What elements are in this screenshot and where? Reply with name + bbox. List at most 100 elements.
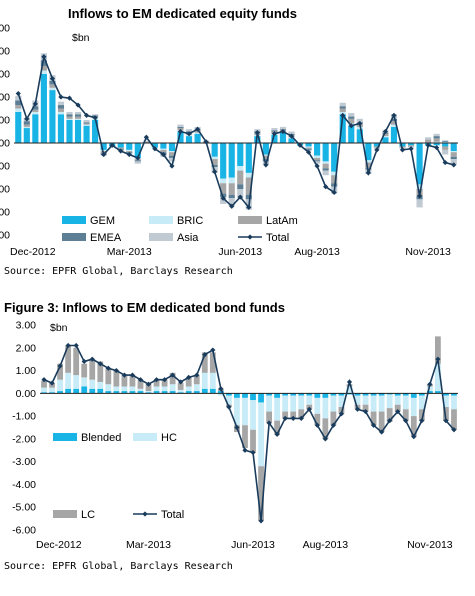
bar-segment-blended [177,392,184,394]
bar-segment-asia [134,161,141,164]
bar-segment-hc [121,386,128,392]
bar-segment-hc [49,387,55,393]
bar-segment-hc [338,395,345,407]
bar-segment-emea [433,136,440,139]
bar-segment-hc [354,395,361,405]
bar-segment-asia [339,102,346,107]
bar-segment-latam [74,116,82,119]
bar-segment-hc [266,395,272,412]
bar-segment-bric [23,126,30,129]
bar-segment-latam [66,116,73,119]
bar-segment-gem [416,143,423,185]
bar-segment-bric [57,111,65,115]
total-marker [346,379,353,385]
bar-segment-blended [129,391,136,394]
y-tick-label: 0.00 [16,388,37,400]
bar-segment-blended [185,391,192,394]
bar-segment-lc [386,408,393,422]
bar-segment-asia [442,149,449,155]
bar-segment-asia [356,118,363,123]
total-marker [391,112,397,118]
bar-segment-bric [32,111,39,115]
y-tick-label: 4.00 [0,92,10,104]
bar-segment-emea [314,160,321,162]
total-marker [254,130,260,136]
bar-segment-latam [262,155,269,160]
bar-segment-bric [382,136,389,138]
total-marker [306,406,312,412]
total-marker [425,142,431,148]
bar-segment-emea [339,106,346,109]
bar-segment-lc [57,363,63,380]
total-marker [105,365,111,371]
bar-segment-gem [322,143,329,162]
bar-segment-blended [386,393,393,395]
bar-segment-gem [57,114,65,143]
bar-segment-hc [258,402,264,467]
bar-segment-lc [89,359,96,380]
bar-segment-asia [314,161,321,164]
total-marker [374,147,380,153]
bar-segment-bric [433,141,440,143]
bond-fund-inflows-chart: 3.00 2.00 1.00 0.00 -1.00 -2.00 -3.00 -4.00 -5.0… [12,320,458,551]
total-marker [194,126,201,132]
bar-segment-hc [177,389,184,393]
y-unit-label: $bn [50,322,68,334]
bar-segment-latam [425,139,432,143]
bar-segment-blended [418,393,425,396]
legend-marker-total [247,234,253,240]
bar-segment-hc [250,400,256,430]
total-marker [97,361,103,367]
bar-segment-hc [73,375,80,389]
bar-segment-gem [160,143,167,149]
total-marker [451,427,457,433]
equity-chart-title: Inflows to EM dedicated equity funds [68,6,297,21]
bar-segment-asia [15,95,22,101]
bar-segment-blended [322,393,329,398]
bar-segment-blended [209,388,216,394]
bar-segment-latam [23,124,30,127]
bar-segment-hc [426,386,433,392]
bar-segment-blended [314,393,321,398]
bar-segment-blended [89,388,96,394]
bar-segment-latam [220,183,227,194]
bar-segment-asia [83,120,90,123]
bar-segment-bric [220,178,227,184]
bar-segment-blended [443,393,449,396]
total-marker [435,356,441,362]
y-tick-label: -4.00 [12,479,36,491]
bar-segment-blended [49,392,55,394]
bar-segment-hc [298,395,305,410]
total-marker [322,436,328,442]
bar-segment-hc [201,372,208,389]
x-tick-label: Nov-2013 [407,539,453,551]
bar-segment-emea [23,121,30,125]
bar-segment-gem [177,131,184,143]
bar-segment-hc [161,386,168,392]
bar-segment-latam [15,105,22,109]
bar-segment-bric [126,149,133,152]
bar-segment-blended [169,391,176,394]
bar-segment-hc [330,395,337,412]
bar-segment-hc [274,397,281,421]
bar-segment-latam [373,146,380,148]
bar-segment-lc [177,383,184,390]
total-marker [379,429,385,435]
total-line [17,53,454,210]
total-marker [266,420,272,426]
bar-segment-gem [407,143,415,146]
bar-segment-emea [40,60,47,66]
bar-segment-bric [100,149,107,152]
bar-segment-gem [237,143,244,166]
legend-swatch-blended [53,433,77,441]
bar-segment-blended [105,391,112,394]
bar-segment-bric [322,161,329,164]
bar-segment-hc [153,386,160,392]
bar-segment-emea [211,164,218,168]
total-marker [229,203,235,209]
bar-segment-emea [305,148,312,150]
bar-segment-gem [126,143,133,150]
bar-segment-blended [153,391,160,394]
total-marker [297,142,303,148]
bar-segment-latam [390,121,398,125]
